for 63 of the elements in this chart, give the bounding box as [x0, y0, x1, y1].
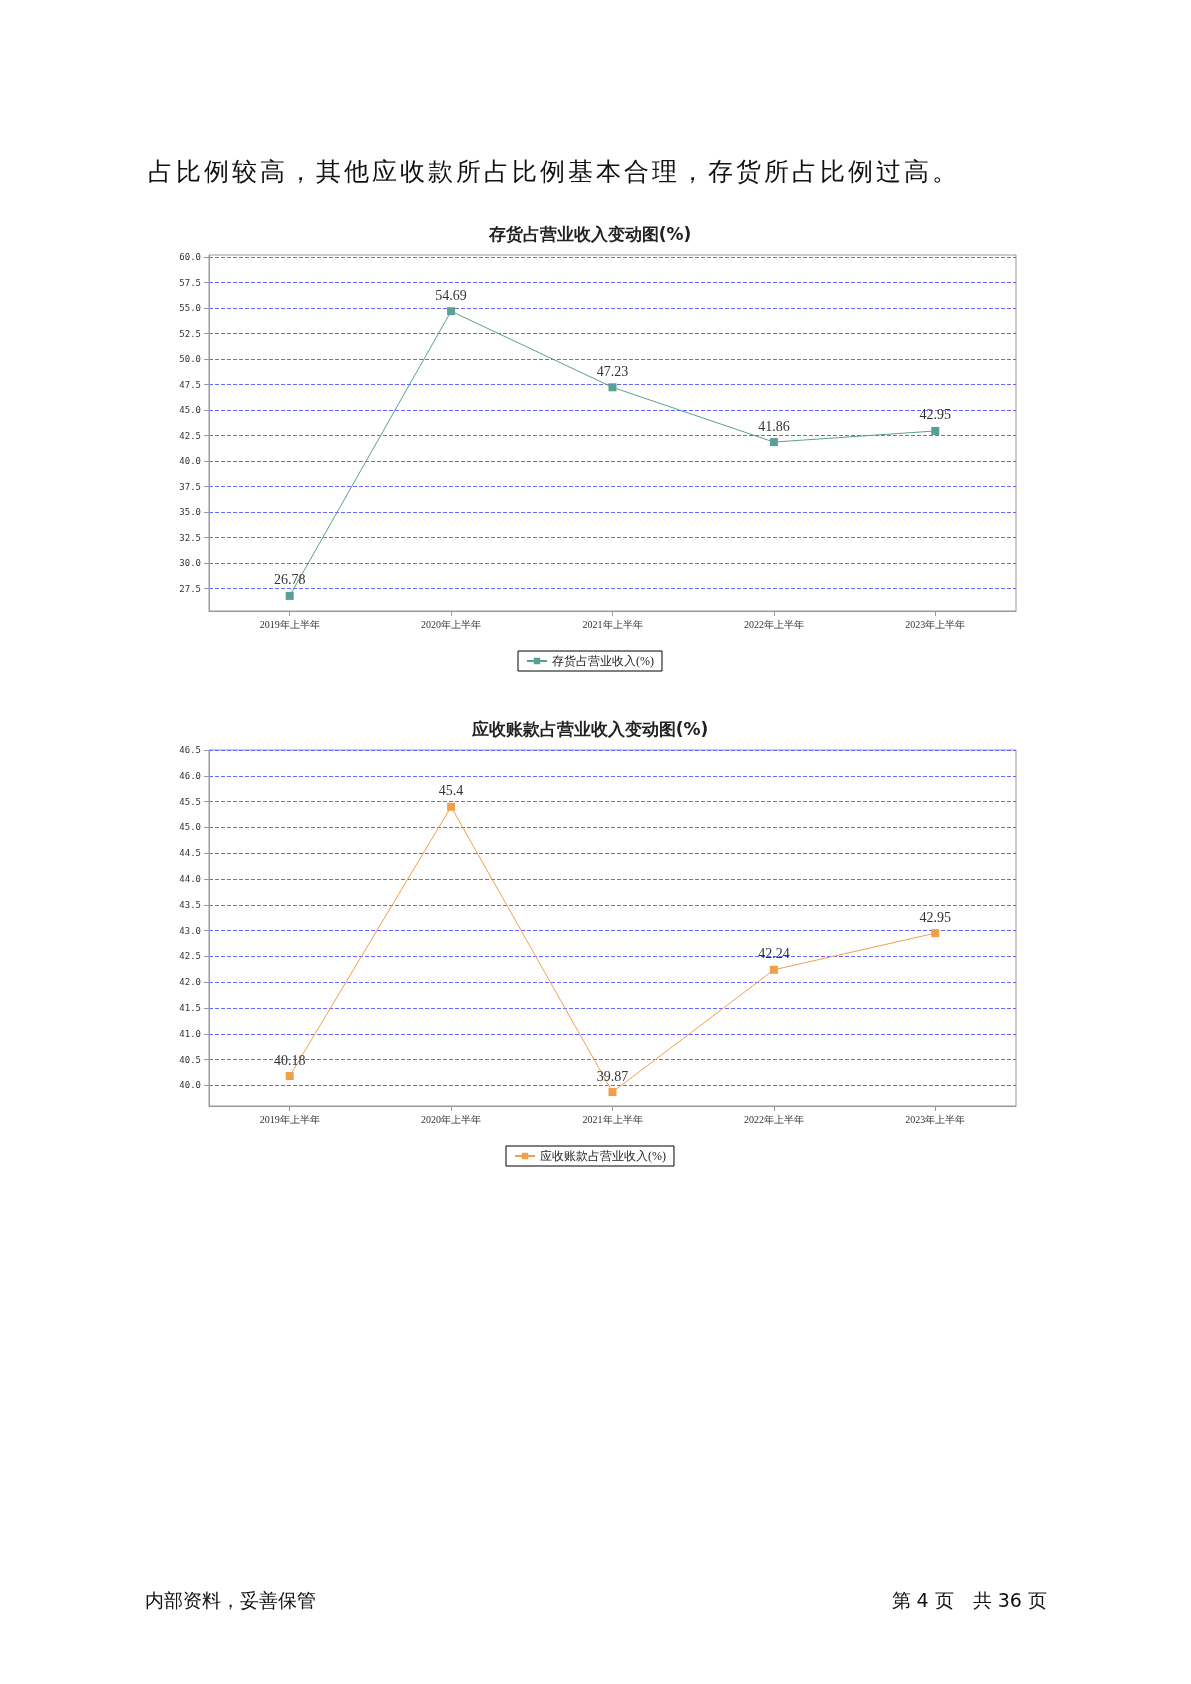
- y-tick-label: 44.0: [179, 873, 201, 884]
- point: [931, 929, 940, 938]
- x-tick-label: 2022年上半年: [743, 1113, 804, 1125]
- y-tick-label: 40.5: [179, 1054, 201, 1065]
- y-tick-label: 42.5: [179, 430, 201, 441]
- point: [447, 307, 456, 316]
- data-label: 42.95: [919, 407, 952, 423]
- x-tick-label: 2023年上半年: [905, 618, 966, 630]
- point: [285, 1072, 294, 1081]
- point: [769, 965, 778, 974]
- point: [608, 383, 617, 392]
- y-tick-label: 32.5: [179, 532, 201, 543]
- point: [769, 438, 778, 447]
- x-tick-label: 2022年上半年: [743, 618, 804, 630]
- x-tick-label: 2021年上半年: [582, 618, 643, 630]
- x-tick-label: 2019年上半年: [259, 618, 320, 630]
- chart-title: 应收账款占营业收入变动图(%): [470, 718, 709, 739]
- y-tick-label: 30.0: [179, 558, 201, 569]
- y-tick-label: 41.0: [179, 1028, 201, 1039]
- point: [447, 802, 456, 811]
- x-tick-label: 2020年上半年: [421, 618, 482, 630]
- y-tick-label: 46.5: [179, 745, 201, 755]
- x-tick-label: 2021年上半年: [582, 1113, 643, 1125]
- y-tick-label: 46.0: [179, 770, 201, 781]
- text: 内部资料，妥善保管: [145, 1588, 316, 1613]
- y-tick-label: 50.0: [179, 354, 201, 365]
- point: [931, 426, 940, 435]
- data-label: 41.86: [758, 418, 790, 434]
- y-tick-label: 45.5: [179, 796, 201, 807]
- y-tick-label: 52.5: [179, 328, 201, 339]
- y-tick-label: 43.0: [179, 925, 201, 936]
- y-tick-label: 55.0: [179, 303, 201, 314]
- y-tick-label: 42.5: [179, 951, 201, 962]
- data-label: 26.78: [273, 572, 306, 588]
- y-tick-label: 27.5: [179, 583, 201, 594]
- y-tick-label: 40.0: [179, 1080, 201, 1091]
- x-tick-label: 2023年上半年: [905, 1113, 966, 1125]
- y-tick-label: 44.5: [179, 848, 201, 859]
- data-label: 42.95: [919, 909, 952, 925]
- x-tick-label: 2020年上半年: [421, 1113, 482, 1125]
- y-tick-label: 45.0: [179, 822, 201, 833]
- y-tick-label: 42.0: [179, 977, 201, 988]
- data-label: 54.69: [435, 287, 467, 303]
- y-tick-label: 41.5: [179, 1002, 201, 1013]
- y-tick-label: 35.0: [179, 507, 201, 518]
- text: 占比例较高，其他应收款所占比例基本合理，存货所占比例过高。: [148, 156, 960, 188]
- y-tick-label: 43.5: [179, 899, 201, 910]
- data-label: 45.4: [438, 783, 464, 799]
- y-tick-label: 40.0: [179, 456, 201, 467]
- text: 第 4 页 共 36 页: [891, 1588, 1047, 1613]
- legend-label: 存货占营业收入(%): [552, 654, 655, 668]
- y-tick-label: 37.5: [179, 481, 201, 492]
- y-tick-label: 45.0: [179, 405, 201, 416]
- x-tick-label: 2019年上半年: [259, 1113, 320, 1125]
- y-tick-label: 57.5: [179, 277, 201, 288]
- legend-label: 应收账款占营业收入(%): [540, 1149, 667, 1163]
- point: [285, 591, 294, 600]
- data-label: 39.87: [596, 1068, 629, 1084]
- y-tick-label: 60.0: [179, 252, 201, 263]
- chart-title: 存货占营业收入变动图(%): [487, 223, 692, 244]
- point: [608, 1088, 617, 1097]
- data-label: 47.23: [596, 363, 629, 379]
- y-tick-label: 47.5: [179, 379, 201, 390]
